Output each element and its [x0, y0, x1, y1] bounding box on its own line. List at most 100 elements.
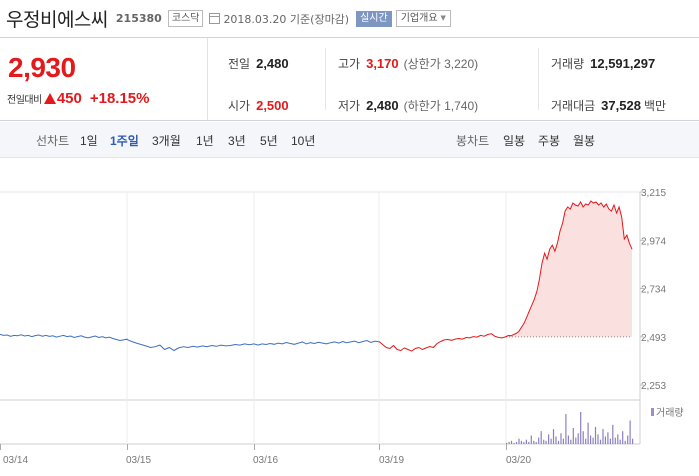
chart-period-tabs: 선차트 1일 1주일 3개월 1년 3년 5년 10년 봉차트 일봉 주봉 월봉	[0, 122, 699, 158]
y-tick-label: 2,734	[641, 285, 666, 296]
tab-10y[interactable]: 10년	[291, 134, 316, 148]
x-tick-label: 03/20	[506, 455, 531, 466]
volume-bar	[604, 436, 606, 444]
stock-header: 우정비에스씨 215380 코스닥 2018.03.20 기준(장마감) 실시간…	[0, 0, 699, 37]
y-tick-label: 2,493	[641, 333, 666, 344]
base-date: 2018.03.20 기준(장마감)	[223, 12, 350, 26]
volume-bar	[619, 439, 621, 444]
volume-legend-label: 거래량	[656, 407, 684, 419]
volume-bar	[557, 440, 560, 444]
volume-bar	[565, 414, 567, 444]
volume-bar	[575, 437, 577, 444]
volume-bar	[597, 434, 599, 444]
market-badge: 코스닥	[167, 10, 204, 27]
volume-bar	[617, 434, 619, 444]
up-area-fill	[506, 201, 632, 337]
volume-bar	[614, 437, 616, 444]
volume-bar	[552, 429, 555, 444]
company-overview-dropdown[interactable]: 기업개요 ▼	[395, 10, 451, 27]
tab-1d[interactable]: 1일	[80, 134, 98, 148]
volume-bar	[594, 426, 597, 444]
volume-bar	[550, 438, 552, 444]
stat-high: 고가 3,170 (상한가 3,220)	[338, 55, 478, 72]
x-tick-label: 03/16	[253, 455, 278, 466]
y-axis-ticks: 3,215 2,974 2,734 2,493 2,253	[640, 188, 666, 392]
volume-bar	[506, 442, 508, 444]
volume-bar	[602, 429, 604, 444]
volume-bar	[520, 440, 522, 444]
tab-3m[interactable]: 3개월	[152, 134, 181, 148]
volume-bar	[548, 434, 550, 444]
upper-limit: (상한가 3,220)	[403, 57, 479, 71]
tab-1w[interactable]: 1주일	[110, 134, 139, 148]
calendar-icon	[209, 13, 221, 24]
volume-bar	[632, 438, 634, 444]
stat-unit: 백만	[643, 99, 667, 113]
volume-bar	[555, 436, 557, 444]
stat-value: 37,528	[601, 98, 641, 113]
divider	[538, 48, 539, 110]
stat-volume: 거래량 12,591,297	[551, 55, 655, 72]
volume-bar	[543, 439, 545, 444]
volume-bar	[562, 438, 564, 444]
volume-bar	[567, 435, 569, 444]
tab-1y[interactable]: 1년	[196, 134, 214, 148]
stat-label: 거래량	[551, 57, 585, 71]
volume-bar	[580, 412, 582, 444]
change-amount: 450	[56, 90, 82, 107]
volume-bar	[572, 428, 574, 444]
volume-bar	[523, 441, 525, 444]
y-tick-label: 2,253	[641, 381, 666, 392]
volume-bar	[533, 440, 535, 444]
price-change: 전일대비 450 +18.15%	[7, 90, 149, 107]
y-tick-label: 2,974	[641, 236, 666, 247]
volume-bar	[587, 422, 589, 444]
vertical-gridlines	[126, 192, 507, 444]
stat-amount: 거래대금 37,528 백만	[551, 97, 672, 114]
volume-bar	[560, 433, 562, 444]
tab-5y[interactable]: 5년	[260, 134, 278, 148]
volume-bar	[525, 439, 527, 444]
stat-value: 2,500	[256, 98, 289, 113]
stat-label: 전일	[228, 57, 251, 71]
divider	[325, 48, 326, 110]
volume-bar	[585, 438, 587, 444]
line-chart-label: 선차트	[36, 134, 70, 148]
stat-label: 저가	[338, 99, 361, 113]
price-info-panel: 2,930 전일대비 450 +18.15% 전일 2,480 시가 2,500…	[0, 37, 699, 121]
volume-bar	[582, 431, 584, 444]
tab-daily-candle[interactable]: 일봉	[503, 134, 526, 148]
stat-value: 2,480	[366, 98, 399, 113]
volume-bar	[528, 441, 530, 444]
change-label: 전일대비	[7, 95, 42, 106]
chevron-down-icon: ▼	[440, 14, 446, 22]
volume-bar	[510, 440, 513, 444]
stat-value: 3,170	[366, 56, 399, 71]
tab-3y[interactable]: 3년	[228, 134, 246, 148]
candle-chart-label: 봉차트	[456, 134, 490, 148]
volume-bar	[624, 440, 626, 444]
current-price-block: 2,930 전일대비 450 +18.15%	[0, 38, 208, 120]
volume-bar	[518, 438, 520, 444]
price-line-up	[378, 200, 633, 352]
stat-label: 거래대금	[551, 99, 596, 113]
volume-bar	[538, 437, 540, 444]
volume-bar	[570, 439, 572, 444]
volume-bar	[627, 435, 629, 444]
volume-bar	[607, 432, 609, 444]
volume-bar	[592, 437, 594, 444]
realtime-button[interactable]: 실시간	[356, 10, 392, 27]
volume-bar	[577, 433, 579, 444]
current-price: 2,930	[8, 52, 76, 83]
tab-weekly-candle[interactable]: 주봉	[538, 134, 561, 148]
stat-prev-close: 전일 2,480	[228, 55, 289, 72]
stat-value: 2,480	[256, 56, 289, 71]
volume-bars	[506, 412, 634, 444]
company-overview-label: 기업개요	[400, 13, 438, 24]
up-triangle-icon	[43, 93, 56, 104]
x-tick-label: 03/15	[126, 455, 151, 466]
volume-bar	[508, 441, 510, 444]
tab-monthly-candle[interactable]: 월봉	[573, 134, 596, 148]
change-rate: +18.15%	[89, 90, 150, 107]
